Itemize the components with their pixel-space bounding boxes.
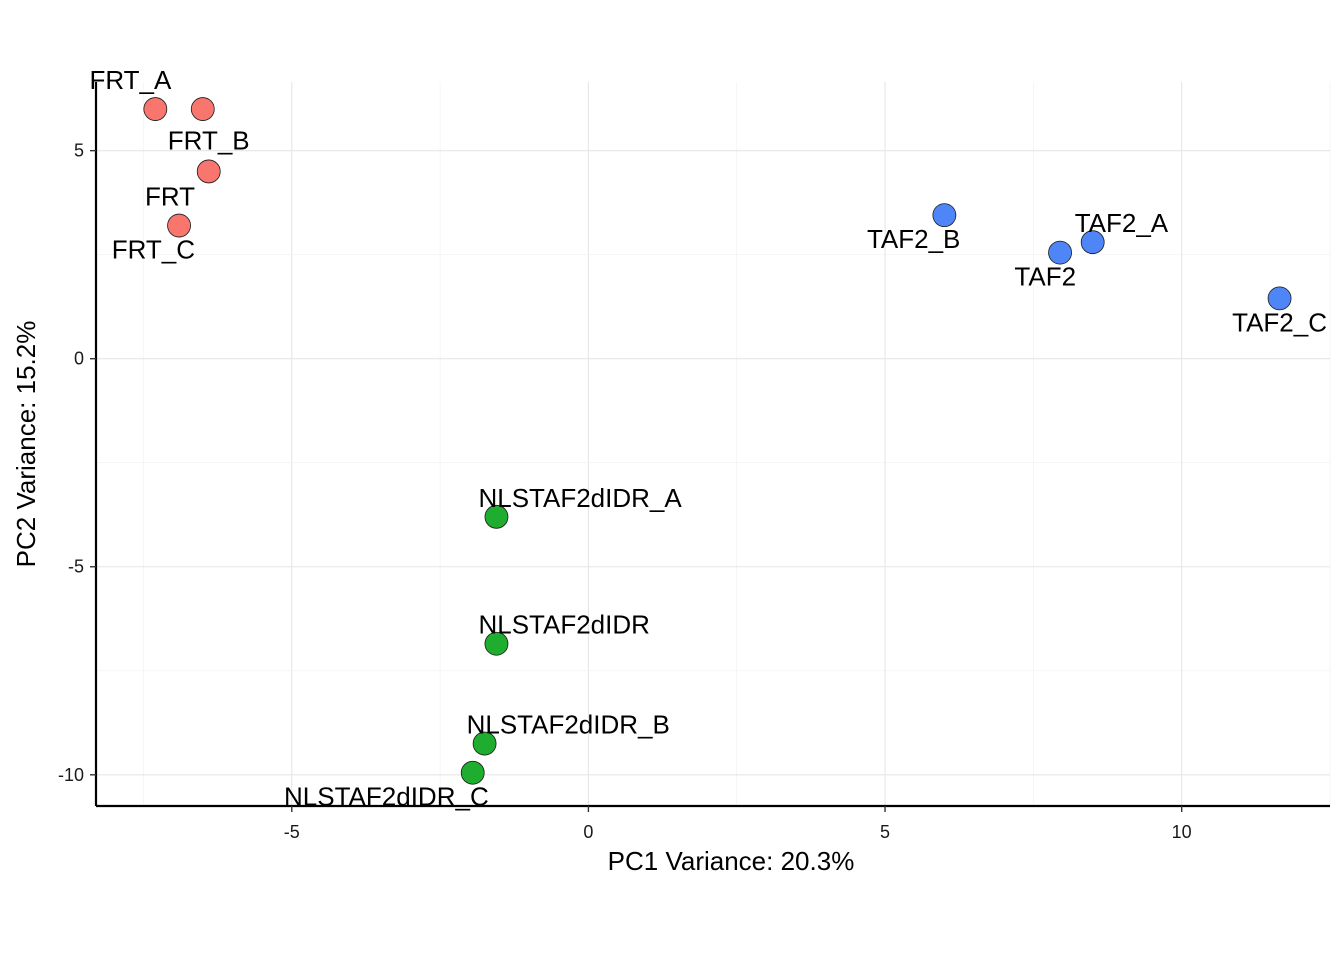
y-axis-title: PC2 Variance: 15.2% (11, 321, 41, 568)
point-label: FRT_C (112, 235, 195, 265)
point-labels: FRT_A FRT_B FRT FRT_C TAF2_B TAF2_A TAF2 TAF2_C… (89, 65, 1327, 812)
x-tick-label: 0 (583, 822, 593, 842)
data-points (143, 97, 1292, 785)
data-point-nlstaf2didr (484, 504, 509, 529)
data-point-taf2 (1048, 240, 1072, 265)
data-point-taf2 (1267, 286, 1292, 311)
axis-ticks: -5 0 5 10 5 0 -5 -10 (58, 141, 1192, 842)
data-point-taf2 (932, 203, 957, 228)
point-label: TAF2_C (1232, 307, 1327, 337)
data-point-nlstaf2didr (472, 731, 497, 756)
point-label: NLSTAF2dIDR_B (467, 710, 670, 740)
data-point-frt (196, 159, 221, 184)
point-label: TAF2 (1014, 262, 1076, 292)
data-point-frt (167, 213, 191, 238)
data-point-frt (190, 97, 215, 121)
point-label: NLSTAF2dIDR (478, 610, 649, 640)
axes (94, 82, 1330, 808)
y-tick-label: -10 (58, 765, 84, 785)
data-point-frt (143, 97, 168, 121)
x-axis-title: PC1 Variance: 20.3% (608, 846, 855, 876)
point-label: FRT (145, 182, 195, 212)
point-label: FRT_A (89, 65, 172, 95)
data-point-nlstaf2didr (484, 631, 509, 656)
grid-lines (96, 82, 1331, 806)
y-tick-label: -5 (68, 557, 84, 577)
x-tick-label: 10 (1172, 822, 1192, 842)
point-label: TAF2_B (867, 224, 960, 254)
y-tick-label: 5 (74, 141, 84, 161)
point-label: FRT_B (168, 125, 250, 155)
x-tick-label: -5 (284, 822, 300, 842)
point-label: TAF2_A (1075, 208, 1169, 238)
point-label: NLSTAF2dIDR_C (284, 782, 489, 812)
y-tick-label: 0 (74, 349, 84, 369)
point-label: NLSTAF2dIDR_A (478, 483, 682, 513)
data-point-taf2 (1080, 230, 1105, 255)
data-point-nlstaf2didr (460, 760, 485, 785)
x-tick-label: 5 (880, 822, 890, 842)
